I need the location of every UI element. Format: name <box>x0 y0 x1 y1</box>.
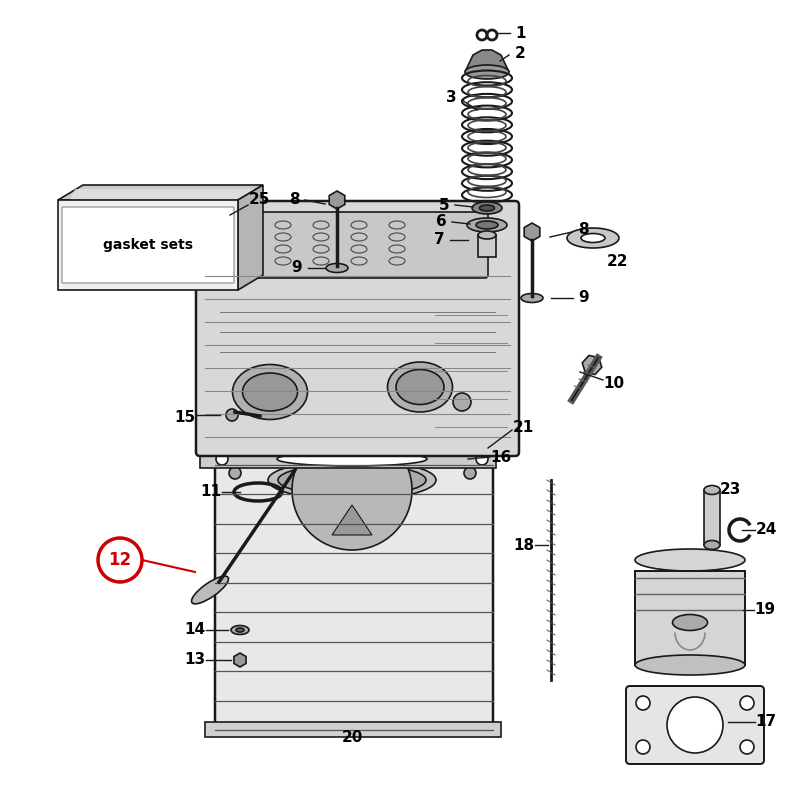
Ellipse shape <box>635 655 745 675</box>
Polygon shape <box>465 50 509 72</box>
Text: 9: 9 <box>578 290 590 306</box>
Text: 13: 13 <box>185 653 206 667</box>
Text: 19: 19 <box>754 602 775 618</box>
Ellipse shape <box>465 65 509 79</box>
Ellipse shape <box>478 231 496 239</box>
Ellipse shape <box>242 373 298 411</box>
Polygon shape <box>68 189 255 204</box>
Text: 6: 6 <box>436 214 446 230</box>
Ellipse shape <box>704 541 720 550</box>
Text: 14: 14 <box>185 622 206 638</box>
Bar <box>478 235 496 257</box>
Ellipse shape <box>292 430 412 550</box>
Text: 23: 23 <box>719 482 741 498</box>
Circle shape <box>229 454 241 466</box>
Polygon shape <box>332 505 372 535</box>
Ellipse shape <box>479 205 494 211</box>
Ellipse shape <box>191 576 229 604</box>
Text: 8: 8 <box>578 222 588 238</box>
Ellipse shape <box>581 234 605 242</box>
FancyBboxPatch shape <box>222 212 488 278</box>
Text: 10: 10 <box>603 375 625 390</box>
Circle shape <box>229 467 241 479</box>
Text: 24: 24 <box>755 522 777 538</box>
Bar <box>200 450 496 468</box>
Text: 17: 17 <box>755 714 777 730</box>
Circle shape <box>740 696 754 710</box>
Ellipse shape <box>476 221 498 229</box>
Circle shape <box>453 393 471 411</box>
Text: 11: 11 <box>201 485 222 499</box>
Polygon shape <box>238 185 263 290</box>
Ellipse shape <box>326 263 348 273</box>
Text: 18: 18 <box>514 538 534 553</box>
Circle shape <box>667 697 723 753</box>
Ellipse shape <box>673 614 707 630</box>
Circle shape <box>636 696 650 710</box>
FancyBboxPatch shape <box>215 465 493 730</box>
Text: 1: 1 <box>516 26 526 41</box>
Circle shape <box>464 467 476 479</box>
Bar <box>205 722 501 737</box>
Text: 20: 20 <box>342 730 362 746</box>
Ellipse shape <box>233 365 307 419</box>
Ellipse shape <box>396 370 444 405</box>
Bar <box>704 490 720 545</box>
Ellipse shape <box>277 452 427 466</box>
Bar <box>58 200 238 290</box>
Circle shape <box>740 740 754 754</box>
Circle shape <box>216 453 228 465</box>
Ellipse shape <box>387 362 453 412</box>
FancyBboxPatch shape <box>62 207 234 283</box>
FancyBboxPatch shape <box>626 686 764 764</box>
Ellipse shape <box>635 549 745 571</box>
Ellipse shape <box>704 486 720 494</box>
Text: 25: 25 <box>248 193 270 207</box>
Ellipse shape <box>231 626 249 634</box>
Ellipse shape <box>472 202 502 214</box>
Circle shape <box>226 409 238 421</box>
Text: gasket sets: gasket sets <box>103 238 193 252</box>
Circle shape <box>636 740 650 754</box>
Ellipse shape <box>467 218 507 232</box>
Ellipse shape <box>521 294 543 302</box>
Text: 5: 5 <box>438 198 450 213</box>
Text: 3: 3 <box>446 90 456 106</box>
Text: 22: 22 <box>607 254 629 270</box>
Bar <box>635 571 745 665</box>
Text: 12: 12 <box>109 551 131 569</box>
Ellipse shape <box>278 464 426 496</box>
Text: 9: 9 <box>292 261 302 275</box>
Ellipse shape <box>268 460 436 500</box>
Text: 16: 16 <box>490 450 512 466</box>
Circle shape <box>464 454 476 466</box>
Ellipse shape <box>567 228 619 248</box>
Ellipse shape <box>236 628 244 632</box>
Text: 2: 2 <box>514 46 526 61</box>
Circle shape <box>98 538 142 582</box>
Text: 7: 7 <box>434 233 444 247</box>
Text: 8: 8 <box>289 193 299 207</box>
Polygon shape <box>58 185 263 200</box>
Text: 15: 15 <box>174 410 195 426</box>
FancyBboxPatch shape <box>196 201 519 456</box>
Circle shape <box>476 453 488 465</box>
Text: 21: 21 <box>512 419 534 434</box>
